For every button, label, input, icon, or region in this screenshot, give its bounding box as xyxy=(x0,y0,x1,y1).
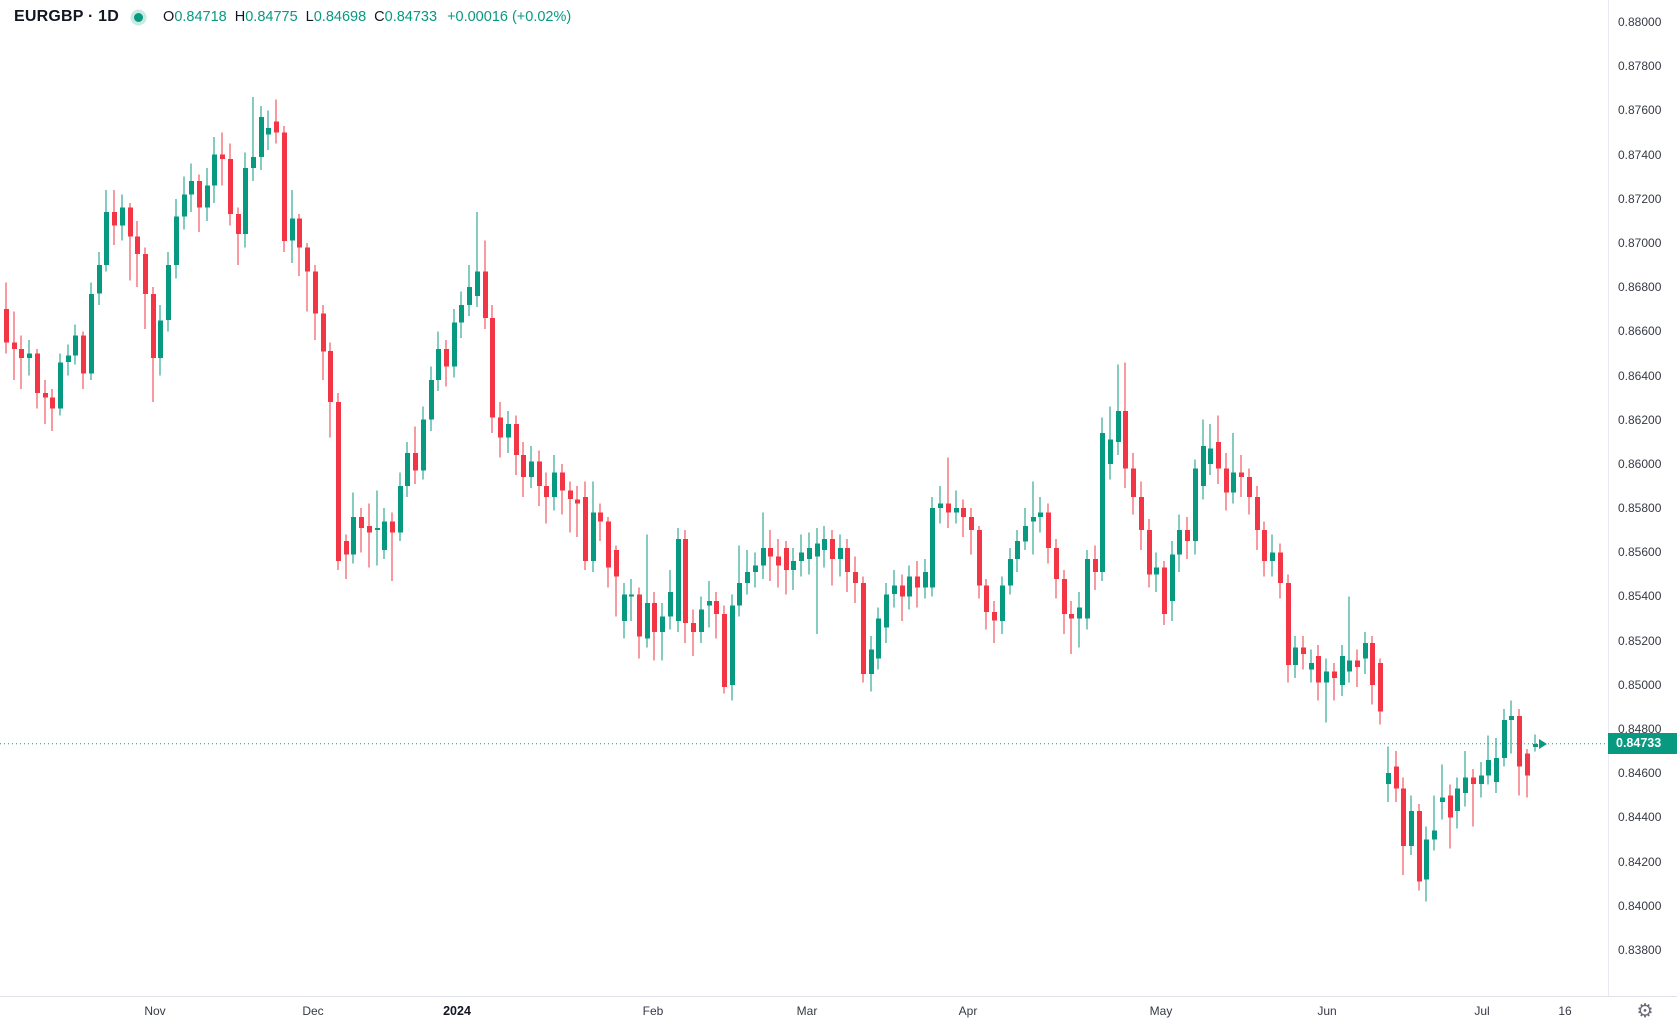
gear-icon: ⚙ xyxy=(1636,999,1654,1022)
close-label: C xyxy=(374,9,385,25)
price-axis-label: 0.86600 xyxy=(1618,324,1662,339)
price-axis-label: 0.87800 xyxy=(1618,59,1662,74)
price-axis-label: 0.86800 xyxy=(1618,280,1662,295)
time-axis-label: Mar xyxy=(796,1004,818,1018)
price-axis-label: 0.86200 xyxy=(1618,412,1662,427)
change-value: +0.00016 (+0.02%) xyxy=(447,9,572,25)
price-line-arrow-icon xyxy=(1538,738,1547,749)
candlestick-chart[interactable] xyxy=(0,0,1677,996)
close-value: 0.84733 xyxy=(384,9,438,25)
current-price-label: 0.84733 xyxy=(1608,733,1677,755)
market-status-dot-icon[interactable] xyxy=(134,12,144,22)
price-axis-label: 0.86000 xyxy=(1618,456,1662,471)
price-axis-label: 0.84600 xyxy=(1618,766,1662,781)
ohlc-values: O0.84718 H0.84775 L0.84698 C0.84733 +0.0… xyxy=(163,9,571,25)
time-axis-label: Nov xyxy=(144,1004,166,1018)
time-axis-label: Jul xyxy=(1474,1004,1490,1018)
price-axis-label: 0.87000 xyxy=(1618,235,1662,250)
time-axis-label: 2024 xyxy=(443,1004,471,1018)
price-axis-label: 0.84400 xyxy=(1618,810,1662,825)
time-axis-label: Feb xyxy=(642,1004,664,1018)
price-axis-label: 0.88000 xyxy=(1618,15,1662,29)
price-axis-label: 0.86400 xyxy=(1618,368,1662,383)
price-axis-label: 0.87400 xyxy=(1618,147,1662,162)
time-axis[interactable]: Nov Dec 2024 Feb Mar Apr May Jun Jul 16 xyxy=(0,996,1677,1027)
low-label: L xyxy=(305,9,314,25)
price-axis-label: 0.85200 xyxy=(1618,633,1662,648)
high-label: H xyxy=(234,9,246,25)
price-axis-label: 0.84000 xyxy=(1618,898,1662,913)
price-axis-label: 0.87600 xyxy=(1618,103,1662,118)
open-label: O xyxy=(163,9,175,25)
price-axis-label: 0.85600 xyxy=(1618,545,1662,560)
time-axis-label: Dec xyxy=(302,1004,324,1018)
price-axis-label: 0.84200 xyxy=(1618,854,1662,869)
price-axis[interactable]: 0.88000 0.87800 0.87600 0.87400 0.87200 0.870… xyxy=(1608,0,1677,996)
time-axis-label: Apr xyxy=(958,1004,978,1018)
time-axis-label: 16 xyxy=(1558,1004,1572,1018)
chart-pane[interactable] xyxy=(0,0,1677,996)
price-axis-label: 0.83800 xyxy=(1618,942,1662,957)
settings-button[interactable]: ⚙ xyxy=(1628,998,1662,1024)
price-axis-label: 0.84800 xyxy=(1618,722,1662,737)
time-axis-label: May xyxy=(1149,1004,1173,1018)
high-value: 0.84775 xyxy=(245,9,298,25)
price-axis-label: 0.85400 xyxy=(1618,589,1662,604)
low-value: 0.84698 xyxy=(313,9,367,25)
price-axis-label: 0.85800 xyxy=(1618,501,1662,516)
chart-legend: EURGBP · 1D O0.84718 H0.84775 L0.84698 C… xyxy=(14,8,571,26)
symbol-title[interactable]: EURGBP · 1D xyxy=(14,8,120,25)
price-axis-label: 0.85000 xyxy=(1618,677,1662,692)
time-axis-label: Jun xyxy=(1317,1004,1337,1018)
open-value: 0.84718 xyxy=(174,9,227,25)
price-axis-label: 0.87200 xyxy=(1618,191,1662,206)
